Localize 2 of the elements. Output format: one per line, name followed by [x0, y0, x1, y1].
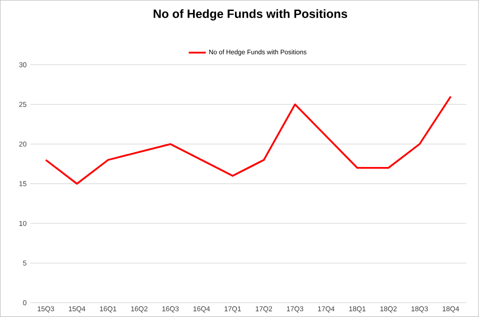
chart-title: No of Hedge Funds with Positions: [154, 9, 348, 20]
line-series: [44, 96, 452, 185]
